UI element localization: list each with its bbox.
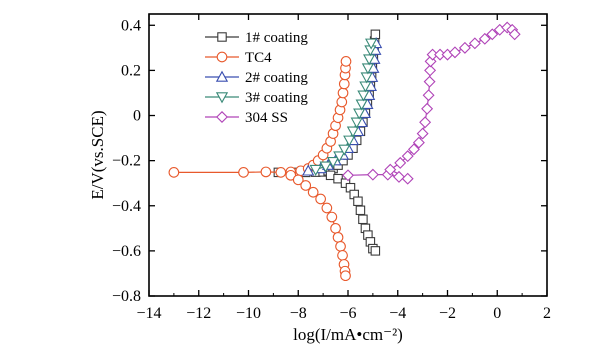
data-point [342, 169, 354, 182]
y-tick-label: −0.8 [112, 288, 141, 305]
data-point [336, 96, 348, 108]
data-point [353, 108, 366, 120]
data-point [238, 167, 249, 178]
data-point [365, 38, 378, 50]
y-tick-label: −0.6 [112, 243, 141, 260]
data-point [393, 170, 405, 183]
data-point [338, 78, 350, 90]
data-point [424, 55, 437, 68]
x-axis-title: log(I/mA•cm⁻²) [293, 325, 403, 344]
y-tick-label: 0.4 [121, 17, 141, 34]
data-point [363, 54, 376, 66]
data-point [358, 214, 368, 225]
data-point [275, 167, 287, 178]
data-point [292, 174, 304, 186]
data-point [360, 72, 373, 84]
x-tick-label: −12 [186, 305, 211, 322]
legend-label: 2# coating [245, 70, 308, 86]
axis-ticks: −14 −12 −10 −8 −6 −4 −2 0 2 −0.8 −0.6 −0.4 −0.2 0 0.2 0… [112, 14, 551, 322]
data-point [424, 64, 437, 77]
legend-label: TC4 [245, 50, 272, 66]
x-tick-label: −8 [290, 305, 307, 322]
data-point [423, 75, 436, 88]
data-point [421, 102, 434, 115]
y-tick-label: 0.2 [121, 62, 141, 79]
data-point [355, 99, 368, 111]
data-point [361, 63, 375, 75]
data-point [416, 127, 429, 140]
x-tick-label: 0 [493, 305, 501, 322]
legend-marker [216, 51, 228, 63]
data-point [353, 196, 363, 206]
data-point [321, 202, 333, 214]
y-axis-title: E/V(vs.SCE) [88, 110, 107, 199]
y-tick-label: −0.2 [112, 153, 141, 170]
data-point [448, 46, 461, 59]
data-point [422, 89, 435, 102]
legend-label: 304 SS [245, 110, 288, 126]
x-tick-label: −14 [136, 305, 161, 322]
data-point [458, 41, 471, 54]
legend-marker [215, 92, 229, 104]
data-point [366, 168, 379, 181]
x-tick-label: −6 [339, 305, 356, 322]
data-point [319, 161, 332, 173]
data-point [407, 143, 420, 156]
legend-marker [215, 70, 229, 82]
data-point [412, 136, 425, 149]
data-point [340, 270, 351, 282]
x-tick-label: 2 [543, 305, 551, 322]
x-tick-label: −4 [389, 305, 406, 322]
legend-label: 1# coating [245, 30, 308, 46]
data-point [300, 180, 312, 191]
data-point [326, 211, 338, 223]
x-tick-label: −10 [236, 305, 261, 322]
data-point [355, 205, 366, 216]
y-tick-label: 0 [133, 108, 141, 125]
data-point [326, 157, 340, 169]
data-point [168, 167, 180, 178]
data-point [343, 135, 356, 147]
data-point [332, 231, 344, 243]
data-point [337, 87, 349, 99]
data-point [370, 29, 381, 40]
x-tick-label: −2 [439, 305, 456, 322]
data-point [468, 37, 481, 50]
data-point [340, 56, 352, 67]
series-layer [168, 21, 521, 282]
data-point [338, 144, 351, 156]
data-point [333, 151, 346, 163]
series-3 [309, 38, 378, 177]
legend-marker [217, 32, 227, 42]
data-point [335, 241, 346, 252]
data-point [260, 166, 272, 178]
data-point [309, 164, 322, 177]
data-point [357, 90, 370, 102]
legend-label: 3# coating [245, 90, 308, 106]
data-point [302, 164, 315, 176]
y-tick-label: −0.4 [112, 198, 141, 215]
data-point [401, 172, 414, 185]
data-point [394, 156, 407, 169]
data-point [401, 150, 414, 163]
data-point [478, 32, 491, 45]
data-point [330, 222, 341, 234]
data-point [350, 117, 363, 129]
data-point [370, 246, 381, 256]
data-point [486, 28, 499, 41]
legend-marker [216, 111, 228, 123]
data-point [307, 186, 319, 198]
data-point [359, 81, 372, 93]
series-4 [342, 21, 521, 185]
legend: 1# coating TC4 2# coating 3# coating 304 SS [205, 30, 308, 126]
data-point [419, 116, 432, 129]
data-point [337, 250, 348, 261]
data-point [315, 193, 326, 205]
data-point [384, 163, 397, 176]
data-point [508, 28, 521, 41]
axis-titles: log(I/mA•cm⁻²) E/V(vs.SCE) [88, 110, 403, 344]
data-point [346, 126, 360, 138]
